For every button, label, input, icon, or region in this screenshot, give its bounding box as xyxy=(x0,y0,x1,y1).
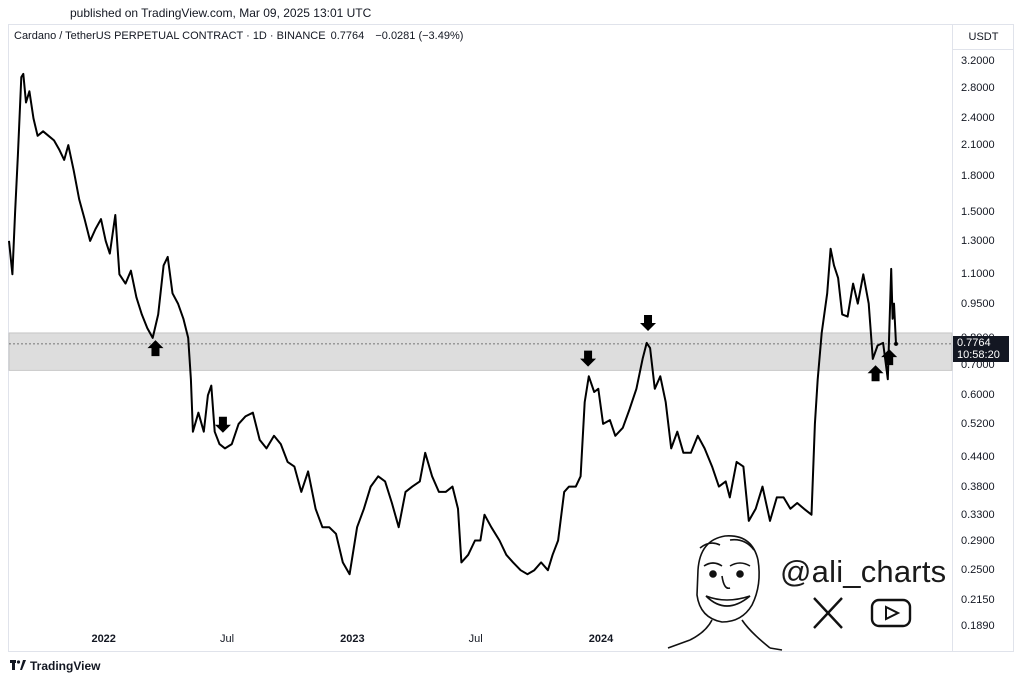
price-change: −0.0281 (−3.49%) xyxy=(375,30,464,42)
y-tick-label: 0.9500 xyxy=(961,297,995,310)
price-axis-border xyxy=(952,50,953,652)
down-arrow-icon xyxy=(640,315,657,332)
tradingview-label: TradingView xyxy=(30,659,101,673)
x-tick-label: 2023 xyxy=(340,633,365,645)
last-price-label-value: 0.7764 xyxy=(957,337,991,349)
price-line xyxy=(8,72,897,576)
down-arrow-icon xyxy=(214,416,231,433)
y-tick-label: 1.5000 xyxy=(961,206,995,219)
y-tick-label: 3.2000 xyxy=(961,55,995,67)
chart-header: Cardano / TetherUS PERPETUAL CONTRACT · … xyxy=(14,30,465,42)
y-tick-label: 2.4000 xyxy=(961,112,995,125)
down-arrow-icon xyxy=(580,350,597,367)
y-tick-label: 2.1000 xyxy=(961,139,995,152)
avatar-drawing xyxy=(667,535,783,651)
y-tick-label: 2.8000 xyxy=(961,81,995,94)
y-tick-label: 0.2900 xyxy=(961,534,995,547)
tradingview-logo-icon xyxy=(10,659,26,673)
last-price-dot xyxy=(894,341,898,346)
x-logo-icon[interactable] xyxy=(813,597,843,629)
up-arrow-icon xyxy=(881,349,898,366)
y-tick-label: 1.8000 xyxy=(961,169,995,182)
y-tick-label: 0.3300 xyxy=(961,508,995,521)
y-tick-label: 0.2150 xyxy=(961,594,995,607)
y-tick-label: 0.4400 xyxy=(961,451,995,464)
currency-button[interactable]: USDT xyxy=(952,24,1014,50)
youtube-icon[interactable] xyxy=(870,598,912,628)
up-arrow-icon xyxy=(867,365,884,382)
last-price: 0.7764 xyxy=(330,30,365,42)
up-arrow-icon xyxy=(147,340,164,357)
symbol-title: Cardano / TetherUS PERPETUAL CONTRACT · … xyxy=(14,30,326,42)
x-tick-label: 2022 xyxy=(91,633,116,645)
x-tick-label: 2024 xyxy=(588,633,614,645)
support-zone xyxy=(8,332,953,371)
tradingview-logo[interactable]: TradingView xyxy=(10,659,100,673)
chart-frame xyxy=(8,24,1014,652)
last-price-label: 0.7764 10:58:20 xyxy=(953,336,1009,362)
y-tick-label: 0.3800 xyxy=(961,480,995,493)
y-tick-label: 0.1890 xyxy=(961,620,995,632)
x-tick-label: Jul xyxy=(468,633,483,645)
y-tick-label: 0.6000 xyxy=(961,389,995,402)
published-info: published on TradingView.com, Mar 09, 20… xyxy=(70,6,372,20)
author-handle: @ali_charts xyxy=(780,554,947,589)
y-tick-label: 0.5200 xyxy=(961,417,995,430)
y-tick-label: 1.3000 xyxy=(961,234,995,247)
countdown-timer: 10:58:20 xyxy=(957,349,1000,361)
y-tick-label: 0.2500 xyxy=(961,564,995,577)
x-tick-label: Jul xyxy=(219,633,235,645)
y-tick-label: 1.1000 xyxy=(961,268,995,281)
social-icons xyxy=(813,597,912,629)
